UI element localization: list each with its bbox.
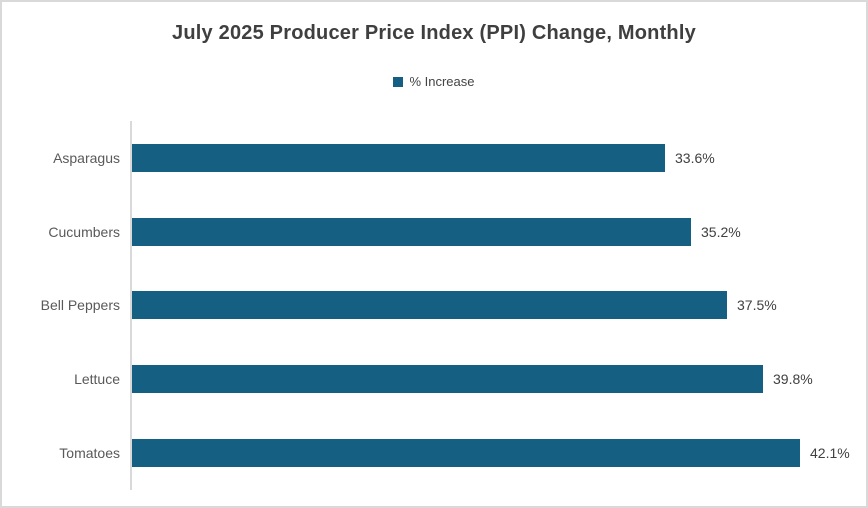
bar-row: Tomatoes 42.1% bbox=[2, 416, 866, 490]
bar-row: Cucumbers 35.2% bbox=[2, 195, 866, 269]
chart-title[interactable]: July 2025 Producer Price Index (PPI) Cha… bbox=[172, 22, 696, 44]
bar-rows: Asparagus 33.6% Cucumbers 35.2% Bell Peppers… bbox=[2, 121, 866, 490]
legend-label: % Increase bbox=[409, 74, 475, 89]
plot-area: Asparagus 33.6% Cucumbers 35.2% Bell Peppers… bbox=[2, 121, 866, 490]
category-label: Bell Peppers bbox=[40, 297, 120, 314]
category-label: Lettuce bbox=[74, 371, 120, 388]
value-label: 39.8% bbox=[773, 371, 813, 388]
value-label: 35.2% bbox=[701, 223, 741, 240]
legend[interactable]: % Increase bbox=[2, 74, 866, 89]
bar-row: Asparagus 33.6% bbox=[2, 121, 866, 195]
bar[interactable] bbox=[132, 439, 800, 468]
bar[interactable] bbox=[132, 217, 691, 246]
value-label: 33.6% bbox=[675, 149, 715, 166]
value-label: 37.5% bbox=[737, 297, 777, 314]
bar[interactable] bbox=[132, 291, 727, 320]
y-axis-line bbox=[130, 121, 132, 490]
category-label: Cucumbers bbox=[48, 223, 120, 240]
legend-swatch-icon bbox=[393, 76, 404, 87]
bar[interactable] bbox=[132, 143, 665, 172]
category-label: Tomatoes bbox=[59, 445, 120, 462]
bar-row: Bell Peppers 37.5% bbox=[2, 269, 866, 343]
category-label: Asparagus bbox=[53, 149, 120, 166]
value-label: 42.1% bbox=[810, 445, 850, 462]
bar[interactable] bbox=[132, 365, 763, 394]
bar-row: Lettuce 39.8% bbox=[2, 342, 866, 416]
